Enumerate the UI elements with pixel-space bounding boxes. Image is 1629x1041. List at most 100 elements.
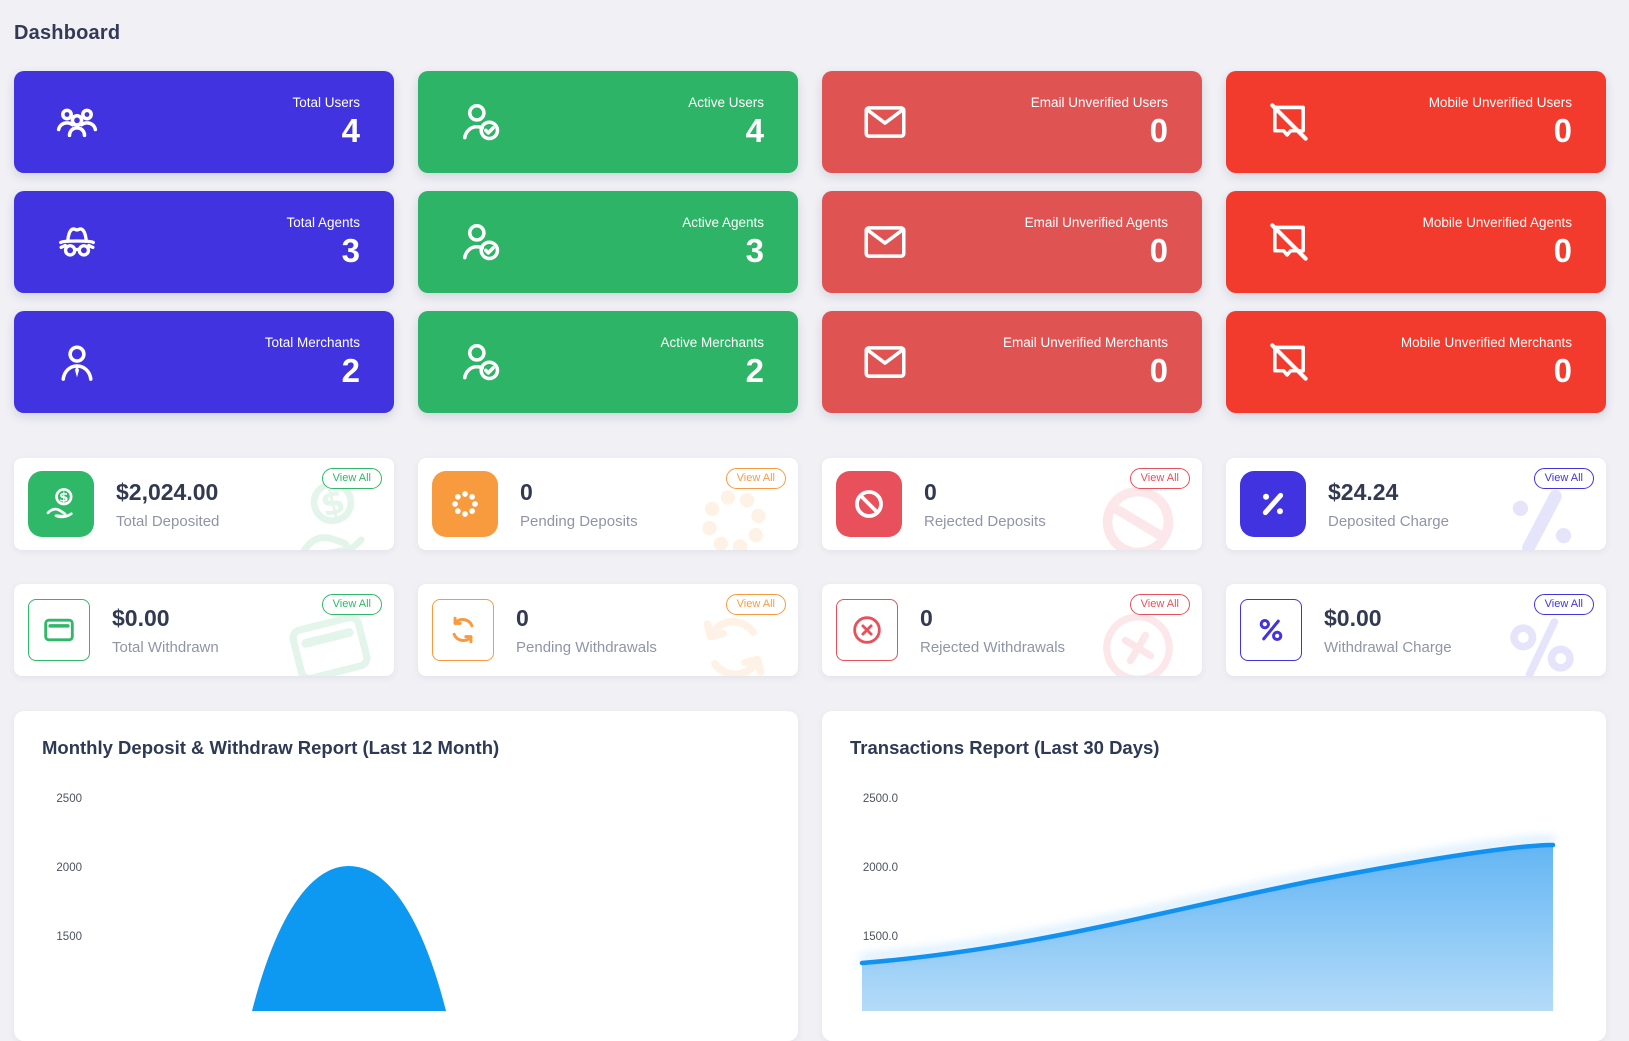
- metric-amount: $0.00: [1324, 604, 1382, 631]
- charts-row: Monthly Deposit & Withdraw Report (Last …: [14, 711, 1606, 1041]
- metric-amount: $0.00: [112, 604, 170, 631]
- metric-card-deposited-charge: View All $24.24 Deposited Charge: [1226, 458, 1606, 550]
- envelope-icon: [860, 217, 910, 267]
- summary-card-label: Total Merchants: [264, 334, 360, 350]
- percent-outline-icon: [1240, 599, 1302, 661]
- summary-card-label: Email Unverified Users: [1030, 94, 1168, 110]
- user-check-icon: [456, 97, 506, 147]
- summary-card-label: Active Users: [688, 94, 764, 110]
- metric-label: Rejected Deposits: [924, 512, 1046, 530]
- view-all-button[interactable]: View All: [725, 594, 786, 615]
- metric-amount: $24.24: [1328, 478, 1399, 505]
- summary-card-label: Active Merchants: [660, 334, 764, 350]
- y-axis-tick: 1500: [56, 931, 82, 943]
- view-all-button[interactable]: View All: [1533, 594, 1594, 615]
- metric-card-pending-deposits: View All 0 Pending Deposits: [418, 458, 798, 550]
- summary-card-value: 0: [1149, 351, 1168, 389]
- spy-icon: [52, 217, 102, 267]
- page-title: Dashboard: [14, 22, 121, 44]
- summary-card-email-unverified-agents: Email Unverified Agents 0: [822, 191, 1202, 293]
- merchant-icon: [52, 337, 102, 387]
- user-check-icon: [456, 217, 506, 267]
- y-axis-tick: 2500.0: [863, 793, 898, 805]
- metric-amount: 0: [520, 478, 533, 505]
- summary-card-value: 0: [1553, 351, 1572, 389]
- summary-card-value: 0: [1149, 231, 1168, 269]
- metric-card-withdrawal-charge: View All $0.00 Withdrawal Charge: [1226, 584, 1606, 676]
- summary-card-active-agents: Active Agents 3: [418, 191, 798, 293]
- chat-slash-icon: [1264, 337, 1314, 387]
- summary-card-label: Total Agents: [286, 214, 360, 230]
- summary-card-value: 3: [745, 231, 764, 269]
- view-all-button[interactable]: View All: [725, 468, 786, 489]
- summary-card-email-unverified-merchants: Email Unverified Merchants 0: [822, 311, 1202, 413]
- summary-card-value: 4: [745, 111, 764, 149]
- summary-card-value: 0: [1553, 231, 1572, 269]
- metric-card-rejected-withdrawals: View All 0 Rejected Withdrawals: [822, 584, 1202, 676]
- summary-card-value: 0: [1149, 111, 1168, 149]
- metric-amount: $2,024.00: [116, 478, 219, 505]
- view-all-button[interactable]: View All: [1129, 594, 1190, 615]
- summary-card-label: Email Unverified Agents: [1024, 214, 1168, 230]
- percent-icon: [1240, 471, 1306, 537]
- metric-label: Rejected Withdrawals: [920, 638, 1066, 656]
- deposit-area-series: [252, 866, 446, 1011]
- envelope-icon: [860, 97, 910, 147]
- hand-dollar-icon: [28, 471, 94, 537]
- chart-title: Monthly Deposit & Withdraw Report (Last …: [42, 737, 500, 758]
- summary-card-label: Mobile Unverified Agents: [1422, 214, 1572, 230]
- x-circle-icon: [836, 599, 898, 661]
- summary-card-mobile-unverified-merchants: Mobile Unverified Merchants 0: [1226, 311, 1606, 413]
- summary-card-label: Total Users: [292, 94, 360, 110]
- summary-card-value: 2: [745, 351, 764, 389]
- summary-cards-grid: Total Users 4 Active Users 4 Email Unver…: [14, 71, 1606, 413]
- view-all-button[interactable]: View All: [321, 594, 382, 615]
- transactions-report-chart-card: Transactions Report (Last 30 Days) 2500.…: [822, 711, 1606, 1041]
- metric-label: Pending Withdrawals: [516, 638, 657, 656]
- withdraw-metrics-row: View All $0.00 Total Withdrawn View All …: [14, 584, 1606, 676]
- summary-card-label: Active Agents: [682, 214, 764, 230]
- summary-card-total-merchants: Total Merchants 2: [14, 311, 394, 413]
- summary-card-value: 3: [341, 231, 360, 269]
- metric-amount: 0: [920, 604, 933, 631]
- summary-card-label: Mobile Unverified Users: [1428, 94, 1572, 110]
- view-all-button[interactable]: View All: [1129, 468, 1190, 489]
- summary-card-active-users: Active Users 4: [418, 71, 798, 173]
- ban-icon: [836, 471, 902, 537]
- users-group-icon: [52, 97, 102, 147]
- summary-card-value: 2: [341, 351, 360, 389]
- y-axis-tick: 2500: [56, 793, 82, 805]
- metric-label: Withdrawal Charge: [1324, 638, 1452, 656]
- summary-card-value: 0: [1553, 111, 1572, 149]
- chat-slash-icon: [1264, 217, 1314, 267]
- y-axis-tick: 2000.0: [863, 862, 898, 874]
- metric-label: Total Deposited: [116, 512, 220, 530]
- summary-card-value: 4: [341, 111, 360, 149]
- summary-card-total-users: Total Users 4: [14, 71, 394, 173]
- metric-amount: 0: [516, 604, 529, 631]
- summary-card-total-agents: Total Agents 3: [14, 191, 394, 293]
- summary-card-label: Email Unverified Merchants: [1002, 334, 1168, 350]
- metric-label: Deposited Charge: [1328, 512, 1449, 530]
- credit-card-icon: [28, 599, 90, 661]
- summary-card-active-merchants: Active Merchants 2: [418, 311, 798, 413]
- summary-card-email-unverified-users: Email Unverified Users 0: [822, 71, 1202, 173]
- summary-card-mobile-unverified-agents: Mobile Unverified Agents 0: [1226, 191, 1606, 293]
- metric-card-pending-withdrawals: View All 0 Pending Withdrawals: [418, 584, 798, 676]
- deposit-metrics-row: View All $2,024.00 Total Deposited View …: [14, 458, 1606, 550]
- envelope-icon: [860, 337, 910, 387]
- y-axis-tick: 1500.0: [863, 931, 898, 943]
- view-all-button[interactable]: View All: [1533, 468, 1594, 489]
- summary-card-mobile-unverified-users: Mobile Unverified Users 0: [1226, 71, 1606, 173]
- spinner-icon: [432, 471, 498, 537]
- user-check-icon: [456, 337, 506, 387]
- metric-card-total-deposited: View All $2,024.00 Total Deposited: [14, 458, 394, 550]
- metric-label: Pending Deposits: [520, 512, 638, 530]
- view-all-button[interactable]: View All: [321, 468, 382, 489]
- metric-amount: 0: [924, 478, 937, 505]
- chat-slash-icon: [1264, 97, 1314, 147]
- metric-card-total-withdrawn: View All $0.00 Total Withdrawn: [14, 584, 394, 676]
- summary-card-label: Mobile Unverified Merchants: [1400, 334, 1572, 350]
- chart-title: Transactions Report (Last 30 Days): [850, 737, 1160, 758]
- monthly-report-chart-card: Monthly Deposit & Withdraw Report (Last …: [14, 711, 798, 1041]
